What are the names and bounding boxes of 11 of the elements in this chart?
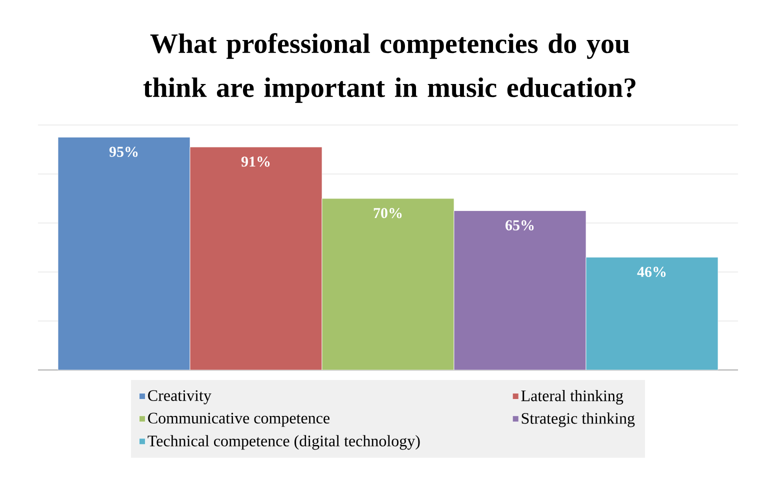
- legend-label: Technical competence (digital technology): [148, 435, 420, 450]
- data-label: 91%: [241, 156, 270, 167]
- chart-title: What professional competencies do you think are important in music education?: [143, 33, 636, 103]
- data-label: 65%: [506, 220, 534, 230]
- data-label: 95%: [109, 146, 138, 157]
- legend-label: Lateral thinking: [521, 390, 624, 405]
- data-label: 70%: [374, 208, 402, 218]
- legend-label: Creativity: [148, 390, 212, 404]
- legend-label: Strategic thinking: [522, 412, 635, 428]
- data-label: 46%: [637, 266, 666, 277]
- legend-label: Communicative competence: [148, 412, 330, 427]
